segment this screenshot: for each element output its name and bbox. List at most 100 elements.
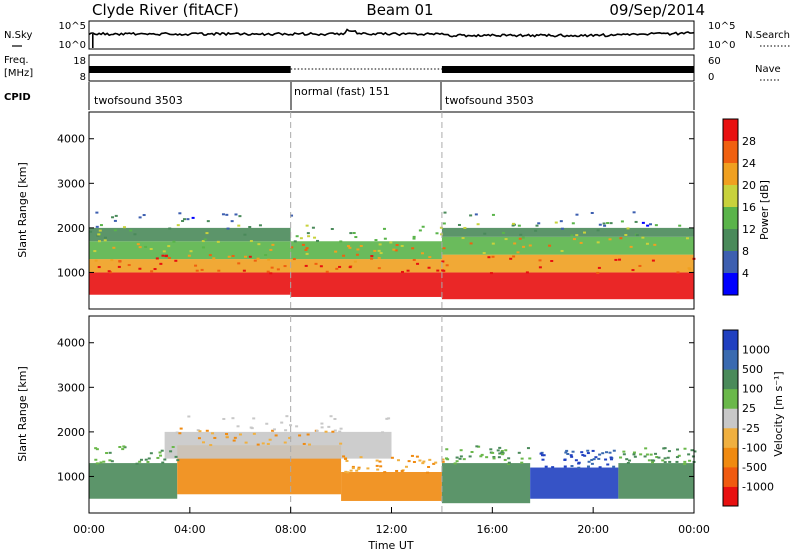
power-cell [560, 227, 564, 230]
velocity-cell [357, 467, 361, 470]
velocity-cell [475, 445, 479, 448]
velocity-cell [407, 460, 411, 463]
velocity-cell [415, 455, 419, 458]
power-cell [203, 238, 207, 241]
velocity-cell [455, 460, 459, 463]
power-cell [370, 257, 374, 260]
power-cell [194, 264, 198, 267]
velocity-cell [604, 458, 608, 461]
power-cell [596, 229, 600, 232]
velocity-cell [118, 446, 122, 449]
velocity-cell [295, 425, 299, 428]
velocity-band-7 [164, 431, 392, 459]
velocity-cell [250, 427, 254, 430]
power-cell [631, 269, 635, 272]
velocity-cell [390, 456, 394, 459]
power-cell [638, 264, 642, 267]
velocity-cell [315, 429, 319, 432]
velocity-cell [244, 441, 248, 444]
power-cell [624, 233, 628, 236]
power-cell [225, 213, 229, 216]
velocity-colorbar-tick: -25 [742, 422, 760, 435]
velocity-cell [675, 456, 679, 459]
velocity-cell [609, 456, 613, 459]
power-colorbar-tick: 8 [742, 245, 749, 258]
power-cell [206, 220, 210, 223]
power-cell [474, 213, 478, 216]
power-cell [306, 232, 310, 235]
velocity-cell [346, 471, 350, 474]
power-cell [112, 246, 116, 249]
velocity-cell [163, 458, 167, 461]
power-cell [96, 234, 100, 237]
velocity-cell [507, 462, 511, 465]
velocity-cell [147, 457, 151, 460]
velocity-cell [156, 456, 160, 459]
velocity-cell [201, 441, 205, 444]
velocity-cell [675, 460, 679, 463]
power-colorbar-tick: 16 [742, 201, 756, 214]
power-cell [283, 265, 287, 268]
power-cell [395, 244, 399, 247]
velocity-cell [280, 421, 284, 424]
velocity-cell [426, 471, 430, 474]
power-cell [439, 226, 443, 229]
power-band-6 [290, 259, 442, 273]
power-cell [248, 226, 252, 229]
velocity-cell [404, 465, 408, 468]
noise-sky-trace [88, 28, 695, 48]
power-cell [602, 222, 606, 225]
noise-right-tick-top: 10^5 [708, 21, 735, 32]
velocity-cell [274, 434, 278, 437]
power-band-3 [89, 241, 291, 260]
velocity-cell [387, 417, 391, 420]
velocity-cell [591, 449, 595, 452]
power-cell [676, 271, 680, 274]
velocity-cell [108, 459, 112, 462]
power-cell [678, 224, 682, 227]
velocity-cell [378, 460, 382, 463]
power-cell [195, 269, 199, 272]
velocity-cell [400, 470, 404, 473]
velocity-cell [261, 442, 265, 445]
velocity-band-5 [530, 467, 619, 499]
velocity-cell [574, 459, 578, 462]
power-ytick-label: 1000 [57, 266, 85, 279]
velocity-cell [110, 460, 114, 463]
power-band-5 [290, 272, 442, 297]
date-title: 09/Sep/2014 [609, 1, 705, 19]
power-cell [411, 247, 415, 250]
velocity-colorbar: 1000 500 100 25 -25 -100 -500 -1000 [722, 329, 774, 507]
power-cell [418, 229, 422, 232]
power-cell [243, 233, 247, 236]
velocity-cell [160, 449, 164, 452]
velocity-cell [385, 417, 389, 420]
velocity-cell [663, 457, 667, 460]
power-cell [359, 244, 363, 247]
power-cell [383, 237, 387, 240]
power-cell [482, 252, 486, 255]
power-band-9 [441, 254, 694, 273]
velocity-cell [479, 455, 483, 458]
power-cell [99, 224, 103, 227]
power-cell [305, 247, 309, 250]
velocity-cell [459, 455, 463, 458]
power-cell [242, 269, 246, 272]
power-colorbar-tick: 24 [742, 157, 756, 170]
x-tick-label: 08:00 [275, 523, 307, 536]
velocity-cell [232, 439, 236, 442]
velocity-cell [169, 450, 173, 453]
velocity-cell [357, 466, 361, 469]
velocity-y-label: Slant Range [km] [16, 366, 29, 462]
velocity-band-1 [89, 463, 178, 499]
power-cell [330, 228, 334, 231]
velocity-cell [196, 429, 200, 432]
freq-label-2: [MHz] [4, 68, 33, 79]
velocity-band-6 [618, 463, 694, 499]
velocity-cell [178, 432, 182, 435]
power-cell [654, 224, 658, 227]
velocity-cell [375, 459, 379, 462]
velocity-cell [342, 455, 346, 458]
power-cell [217, 269, 221, 272]
